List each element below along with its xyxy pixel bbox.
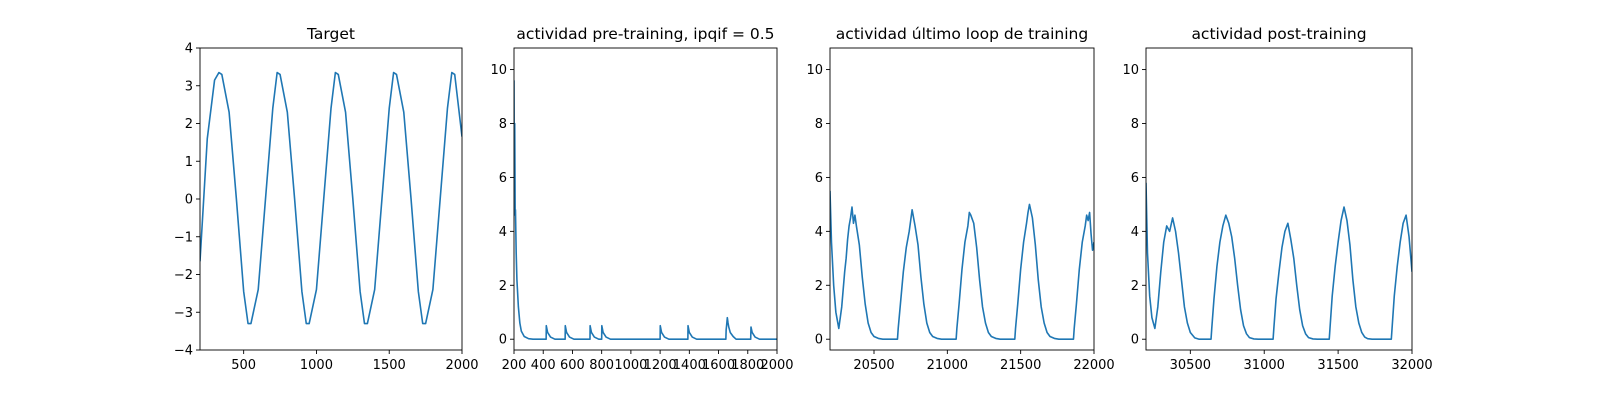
y-tick-label: 0 xyxy=(1131,333,1139,348)
x-tick-label: 800 xyxy=(589,358,614,373)
chart-panel-1: 500 1000 1500 2000 −4 −3 −2 −1 0 1 2 3 4 Target xyxy=(174,25,479,373)
y-tick-label: 2 xyxy=(499,279,507,294)
y-tick-label: 4 xyxy=(815,225,823,240)
series-line-1 xyxy=(200,71,462,325)
y-tick-label: 2 xyxy=(815,279,823,294)
y-tick-label: 0 xyxy=(815,333,823,348)
y-tick-label: −4 xyxy=(174,344,193,359)
x-tick-label: 20500 xyxy=(853,358,894,373)
x-tick-label: 2000 xyxy=(445,358,478,373)
y-tick-label: −3 xyxy=(174,306,193,321)
x-tick-label: 1000 xyxy=(300,358,333,373)
y-tick-label: 0 xyxy=(499,333,507,348)
x-tick-label: 1200 xyxy=(644,358,677,373)
y-tick-label: −2 xyxy=(174,268,193,283)
y-tick-label: 1 xyxy=(185,155,193,170)
x-tick-label: 31500 xyxy=(1317,358,1358,373)
x-tick-label: 200 xyxy=(502,358,527,373)
y-tick-label: 10 xyxy=(806,63,823,78)
y-tick-label: 6 xyxy=(815,171,823,186)
y-tick-label: 8 xyxy=(499,117,507,132)
x-tick-label: 1000 xyxy=(614,358,647,373)
chart-panel-3: 20500 21000 21500 22000 0 2 4 6 8 10 actividad últ… xyxy=(806,25,1114,373)
y-tick-label: 2 xyxy=(185,117,193,132)
x-tick-label: 1800 xyxy=(731,358,764,373)
y-tick-label: −1 xyxy=(174,230,193,245)
y-tick-label: 10 xyxy=(1122,63,1139,78)
chart-title: actividad último loop de training xyxy=(836,25,1088,43)
x-tick-label: 31000 xyxy=(1244,358,1285,373)
x-tick-label: 30500 xyxy=(1170,358,1211,373)
axes-frame xyxy=(513,47,778,351)
chart-title: Target xyxy=(306,25,355,43)
chart-title: actividad post-training xyxy=(1191,25,1366,43)
y-tick-label: 6 xyxy=(499,171,507,186)
y-tick-label: 0 xyxy=(185,193,193,208)
y-tick-label: 4 xyxy=(185,42,193,57)
x-tick-label: 1400 xyxy=(673,358,706,373)
y-tick-label: 2 xyxy=(1131,279,1139,294)
y-tick-label: 3 xyxy=(185,79,193,94)
y-tick-label: 8 xyxy=(1131,117,1139,132)
x-tick-label: 22000 xyxy=(1073,358,1114,373)
axes-frame xyxy=(1145,47,1413,351)
series-line-1 xyxy=(514,80,777,341)
series-line-1 xyxy=(1146,182,1412,341)
chart-title: actividad pre-training, ipqif = 0.5 xyxy=(516,25,774,43)
x-tick-label: 500 xyxy=(231,358,256,373)
axes-frame xyxy=(829,47,1095,351)
y-tick-label: 4 xyxy=(1131,225,1139,240)
x-tick-label: 600 xyxy=(560,358,585,373)
x-tick-label: 21500 xyxy=(1000,358,1041,373)
x-tick-label: 1500 xyxy=(373,358,406,373)
y-tick-label: 4 xyxy=(499,225,507,240)
chart-panel-4: 30500 31000 31500 32000 0 2 4 6 8 10 actividad pos… xyxy=(1122,25,1432,373)
y-tick-label: 8 xyxy=(815,117,823,132)
series-line-1 xyxy=(830,190,1094,341)
y-tick-label: 6 xyxy=(1131,171,1139,186)
x-tick-label: 32000 xyxy=(1391,358,1432,373)
x-tick-label: 2000 xyxy=(760,358,793,373)
y-tick-label: 10 xyxy=(490,63,507,78)
x-tick-label: 400 xyxy=(531,358,556,373)
x-tick-label: 1600 xyxy=(702,358,735,373)
x-tick-label: 21000 xyxy=(927,358,968,373)
